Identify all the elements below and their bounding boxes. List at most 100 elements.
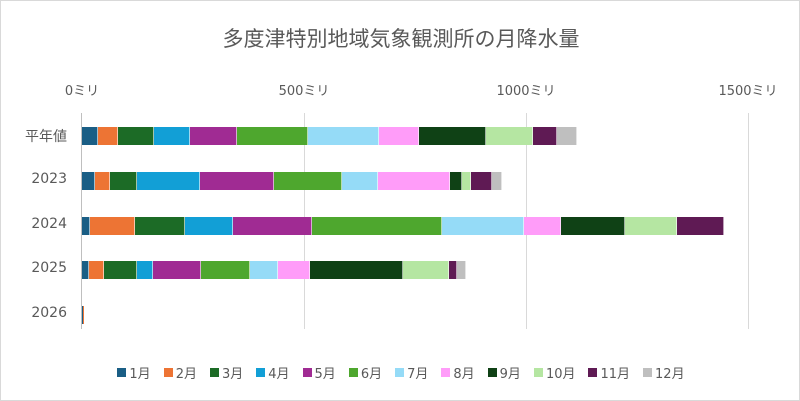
legend-label: 11月 [600, 367, 631, 382]
bar-segment [90, 216, 136, 235]
bar-segment [557, 127, 578, 145]
legend-swatch-icon [487, 368, 497, 377]
bar-segment [201, 261, 251, 280]
legend-label: 9月 [499, 367, 521, 382]
legend-item: 8月 [441, 363, 475, 382]
x-tick-label: 500ミリ [278, 84, 330, 99]
bar-segment [625, 216, 678, 235]
bar-segment [486, 127, 533, 145]
stacked-bar [82, 216, 724, 235]
legend-swatch-icon [302, 368, 312, 377]
bar-segment [310, 261, 403, 280]
legend-item: 5月 [302, 363, 336, 382]
bar-segment [379, 127, 420, 145]
legend-swatch-icon [533, 368, 543, 377]
bar-segment [88, 261, 104, 280]
legend-item: 1月 [117, 363, 151, 382]
legend-label: 1月 [129, 367, 151, 382]
bar-segment [199, 171, 274, 190]
bar-segment [492, 171, 503, 190]
bar-segment [278, 261, 311, 280]
bar-segment [419, 127, 487, 145]
bar-segment [457, 261, 466, 280]
bar-segment [82, 261, 89, 280]
bar-segment [82, 216, 91, 235]
bar-segment [153, 261, 202, 280]
legend-item: 12月 [643, 363, 685, 382]
legend-item: 2月 [163, 363, 197, 382]
bar-segment [82, 127, 98, 145]
legend-item: 10月 [533, 363, 576, 382]
gridline [748, 113, 749, 329]
bar-segment [532, 127, 558, 145]
bar-segment [136, 261, 154, 280]
x-tick-label: 1000ミリ [496, 84, 556, 99]
x-tick-label: 0ミリ [64, 84, 100, 99]
bar-segment [232, 216, 313, 235]
bar-segment [441, 216, 524, 235]
bar-segment [677, 216, 724, 235]
legend-swatch-icon [643, 368, 653, 377]
bar-segment [250, 261, 279, 280]
legend-swatch-icon [348, 368, 358, 377]
chart-title: 多度津特別地域気象観測所の月降水量 [222, 27, 580, 51]
legend-swatch-icon [256, 368, 266, 377]
legend-label: 6月 [360, 367, 383, 382]
legend-label: 3月 [221, 367, 244, 382]
y-category-label: 平年値 [25, 129, 67, 145]
legend-item: 6月 [348, 363, 383, 382]
y-category-label: 2023 [31, 170, 67, 187]
bar-segment [118, 127, 155, 145]
bar-segment [449, 171, 463, 190]
y-axis-line [81, 113, 82, 329]
stacked-bar [82, 261, 466, 280]
bar-segment [273, 171, 342, 190]
legend-label: 7月 [407, 367, 429, 382]
bar-segment [82, 306, 83, 325]
bar-segment [82, 171, 96, 190]
legend-swatch-icon [163, 368, 173, 377]
bar-segment [237, 127, 309, 145]
bar-segment [402, 261, 450, 280]
bar-segment [103, 261, 137, 280]
bar-segment [185, 216, 233, 235]
bar-segment [377, 171, 450, 190]
x-tick-label: 1500ミリ [718, 84, 778, 99]
y-category-label: 2025 [31, 260, 67, 277]
legend-item: 9月 [487, 363, 521, 382]
y-category-label: 2026 [31, 305, 67, 322]
legend-swatch-icon [588, 368, 598, 377]
legend-label: 12月 [655, 367, 685, 382]
legend-item: 7月 [395, 363, 428, 382]
bar-segment [135, 216, 186, 235]
bar-segment [190, 127, 238, 145]
bar-segment [95, 171, 110, 190]
y-category-label: 2024 [31, 215, 67, 232]
bar-segment [462, 171, 472, 190]
stacked-bar [82, 171, 503, 190]
legend: 1月 2月 3月 4月 5月 6月 7月 8月 9月 10月 11月 12月 [1, 363, 800, 382]
legend-item: 4月 [256, 363, 290, 382]
bar-segment [83, 306, 85, 325]
bar-segment [560, 216, 626, 235]
legend-label: 10月 [545, 367, 576, 382]
bar-segment [523, 216, 561, 235]
bar-segment [341, 171, 378, 190]
bar-segment [109, 171, 137, 190]
legend-swatch-icon [117, 368, 127, 377]
bar-segment [471, 171, 493, 190]
legend-label: 8月 [453, 367, 475, 382]
bar-segment [312, 216, 442, 235]
legend-swatch-icon [441, 368, 451, 377]
bar-segment [449, 261, 458, 280]
bar-segment [136, 171, 200, 190]
stacked-bar [82, 306, 85, 325]
legend-item: 3月 [209, 363, 244, 382]
legend-label: 4月 [268, 367, 290, 382]
bar-segment [308, 127, 380, 145]
legend-label: 5月 [314, 367, 336, 382]
legend-label: 2月 [175, 367, 197, 382]
bar-segment [154, 127, 191, 145]
legend-item: 11月 [588, 363, 630, 382]
